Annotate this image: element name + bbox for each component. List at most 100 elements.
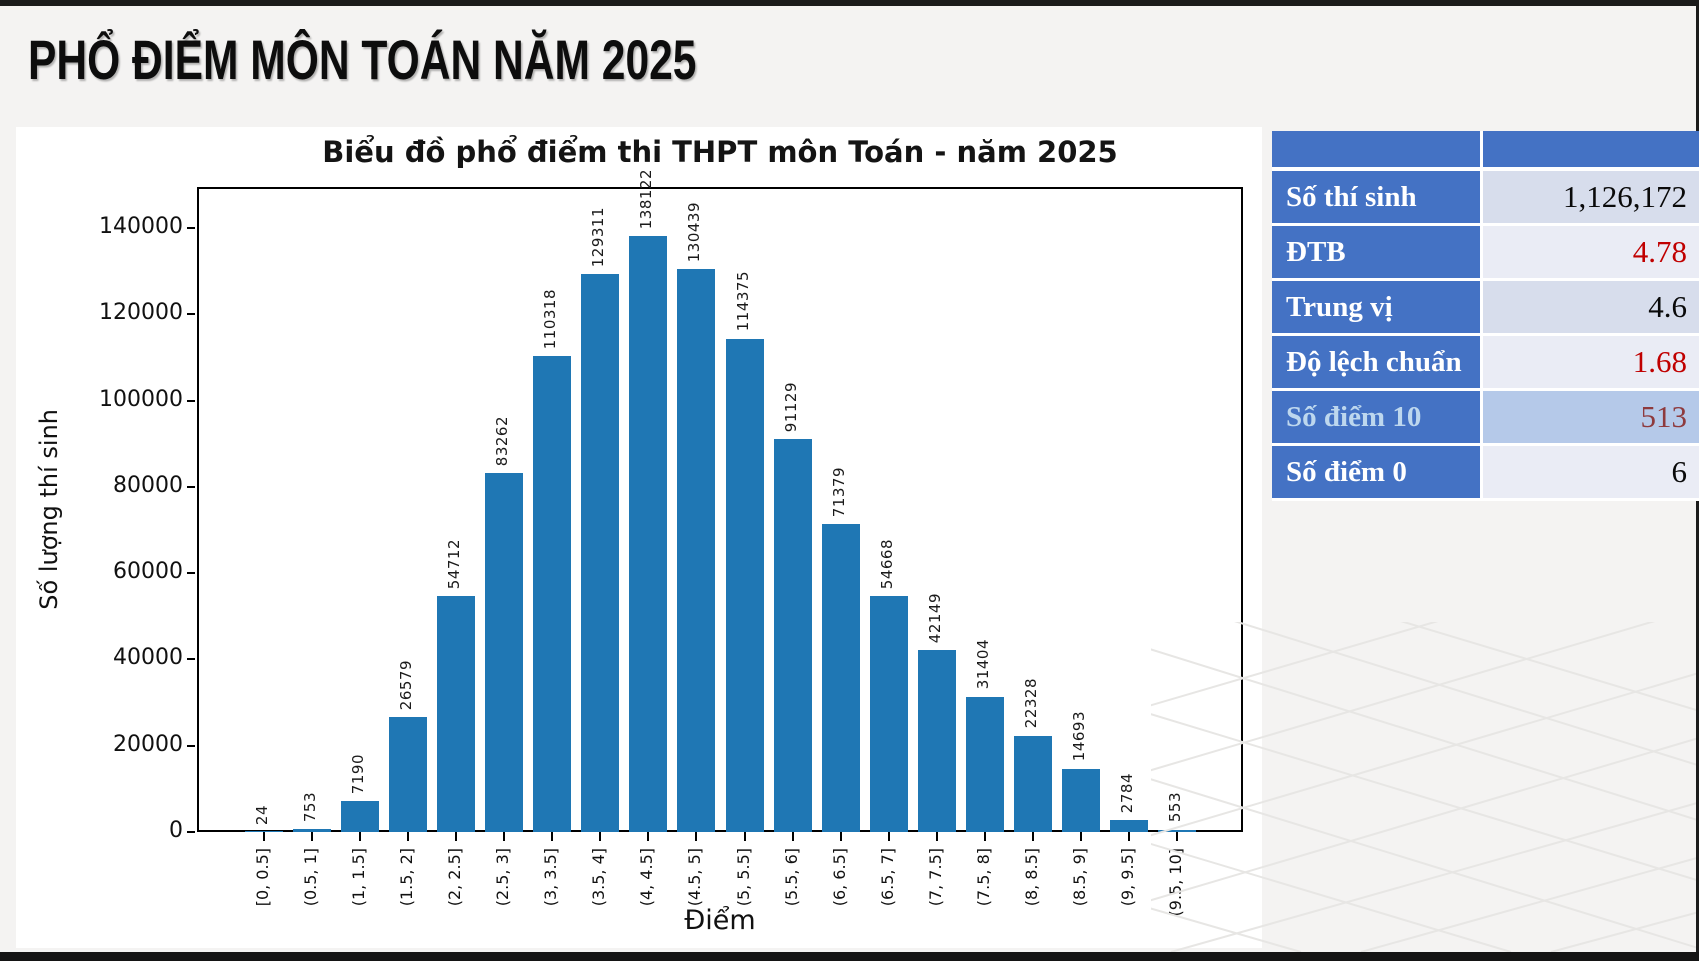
x-tick-mark bbox=[983, 832, 986, 841]
x-tick-label: (8.5, 9] bbox=[1069, 848, 1089, 907]
bar-value-label: 2784 bbox=[1117, 772, 1136, 813]
histogram-plot-area: Số lượng thí sinh 24 [0, 0.5] 753 (0.5, 1] 7… bbox=[35, 169, 1243, 916]
chart-panel: Biểu đồ phổ điểm thi THPT môn Toán - năm… bbox=[16, 127, 1262, 948]
top-black-bar bbox=[0, 0, 1699, 6]
x-tick-label: (2, 2.5] bbox=[445, 848, 465, 907]
x-tick-mark bbox=[791, 832, 794, 841]
bar-value-label: 753 bbox=[301, 791, 319, 822]
stats-row: Số điểm 10 513 bbox=[1272, 391, 1699, 446]
histogram-bar bbox=[821, 524, 860, 832]
x-tick-mark bbox=[1175, 832, 1178, 841]
bar-value-label: 129311 bbox=[589, 206, 608, 268]
bar-value-label: 110318 bbox=[541, 288, 560, 349]
x-tick-mark bbox=[1127, 832, 1130, 841]
x-tick-mark bbox=[1079, 832, 1082, 841]
bar-value-label: 83262 bbox=[493, 415, 512, 466]
bar-value-label: 114375 bbox=[733, 271, 752, 332]
histogram-bar bbox=[725, 338, 764, 832]
bar-value-label: 91129 bbox=[781, 381, 800, 432]
histogram-bar bbox=[869, 596, 908, 832]
histogram-bar bbox=[437, 596, 476, 832]
stat-label: ĐTB bbox=[1272, 226, 1481, 281]
bottom-black-bar bbox=[0, 952, 1699, 961]
y-tick-mark bbox=[187, 227, 195, 229]
stats-table: Số thí sinh 1,126,172 ĐTB 4.78 Trung vị 4.6 Độ… bbox=[1272, 131, 1699, 501]
x-tick-mark bbox=[455, 832, 458, 841]
x-tick-mark bbox=[1031, 832, 1034, 841]
stat-value: 6 bbox=[1480, 446, 1699, 501]
y-tick-mark bbox=[187, 485, 195, 488]
bar-value-label: 42149 bbox=[925, 592, 944, 644]
histogram-bar bbox=[1109, 820, 1148, 832]
x-tick-mark bbox=[695, 832, 698, 841]
x-tick-label: (4, 4.5] bbox=[637, 848, 657, 907]
histogram-bar bbox=[629, 236, 668, 832]
y-axis-label-wrap: Số lượng thí sinh bbox=[35, 187, 63, 832]
x-tick-label: (3.5, 4] bbox=[589, 848, 609, 907]
histogram-bar bbox=[245, 831, 283, 832]
histogram-bar bbox=[773, 438, 812, 832]
y-tick-label: 100000 bbox=[99, 386, 183, 412]
x-tick-label: (1, 1.5] bbox=[349, 848, 369, 907]
x-axis-label: Điểm bbox=[684, 905, 756, 936]
bar-value-label: 24 bbox=[253, 804, 271, 825]
stat-value: 4.78 bbox=[1480, 226, 1699, 281]
bar-value-label: 54668 bbox=[877, 538, 896, 590]
y-tick-mark bbox=[187, 831, 195, 833]
x-tick-label: (5.5, 6] bbox=[781, 848, 801, 907]
histogram-bar bbox=[965, 696, 1004, 832]
stats-row: ĐTB 4.78 bbox=[1272, 226, 1699, 281]
stat-label: Số thí sinh bbox=[1272, 171, 1481, 226]
y-axis-label: Số lượng thí sinh bbox=[35, 409, 63, 610]
stat-value: 1.68 bbox=[1480, 336, 1699, 391]
y-tick-mark bbox=[187, 658, 195, 661]
y-tick-mark bbox=[187, 313, 195, 316]
x-tick-mark bbox=[887, 832, 890, 841]
bar-value-label: 31404 bbox=[973, 639, 992, 690]
x-tick-mark bbox=[263, 832, 265, 841]
bar-value-label: 7190 bbox=[349, 753, 368, 794]
histogram-bar bbox=[1013, 735, 1052, 832]
stat-value: 513 bbox=[1480, 391, 1699, 446]
x-tick-label: (7.5, 8] bbox=[973, 848, 993, 907]
bar-value-label: 22328 bbox=[1021, 678, 1040, 729]
x-tick-label: (8, 8.5] bbox=[1021, 848, 1041, 907]
x-tick-label: (7, 7.5] bbox=[925, 848, 945, 907]
floor-grid-pattern bbox=[1151, 622, 1696, 952]
y-tick-mark bbox=[187, 744, 195, 747]
x-tick-label: (5, 5.5] bbox=[733, 848, 753, 907]
bar-value-label: 71379 bbox=[829, 466, 848, 517]
histogram-bar bbox=[341, 801, 380, 832]
y-tick-mark bbox=[187, 572, 195, 575]
x-tick-mark bbox=[311, 832, 313, 841]
x-tick-label: (0.5, 1] bbox=[301, 848, 320, 907]
histogram-bar bbox=[1157, 829, 1196, 832]
x-tick-mark bbox=[743, 832, 746, 841]
stats-header-value-cell bbox=[1480, 131, 1699, 171]
stat-value: 4.6 bbox=[1480, 281, 1699, 336]
x-tick-label: (3, 3.5] bbox=[541, 848, 561, 907]
x-tick-mark bbox=[551, 832, 554, 841]
stats-row: Số thí sinh 1,126,172 bbox=[1272, 171, 1699, 226]
bar-value-label: 14693 bbox=[1069, 711, 1088, 762]
y-tick-label: 20000 bbox=[113, 731, 183, 757]
stat-label: Độ lệch chuẩn bbox=[1272, 336, 1481, 391]
page-title: PHỔ ĐIỂM MÔN TOÁN NĂM 2025 bbox=[28, 28, 697, 91]
x-tick-label: [0, 0.5] bbox=[253, 848, 272, 907]
y-tick-label: 40000 bbox=[113, 645, 183, 671]
x-tick-mark bbox=[647, 832, 650, 841]
histogram-bar bbox=[533, 356, 572, 832]
stats-header-label-cell bbox=[1272, 131, 1481, 171]
y-tick-label: 60000 bbox=[113, 559, 183, 585]
bar-value-label: 130439 bbox=[685, 201, 704, 263]
x-tick-mark bbox=[503, 832, 506, 841]
x-tick-mark bbox=[935, 832, 938, 841]
bar-value-label: 26579 bbox=[397, 660, 416, 711]
x-tick-label: (6, 6.5] bbox=[829, 848, 849, 907]
x-tick-label: (1.5, 2] bbox=[397, 848, 417, 907]
stat-label: Trung vị bbox=[1272, 281, 1481, 336]
x-tick-label: (9, 9.5] bbox=[1117, 848, 1137, 907]
histogram-bar bbox=[1061, 768, 1100, 832]
